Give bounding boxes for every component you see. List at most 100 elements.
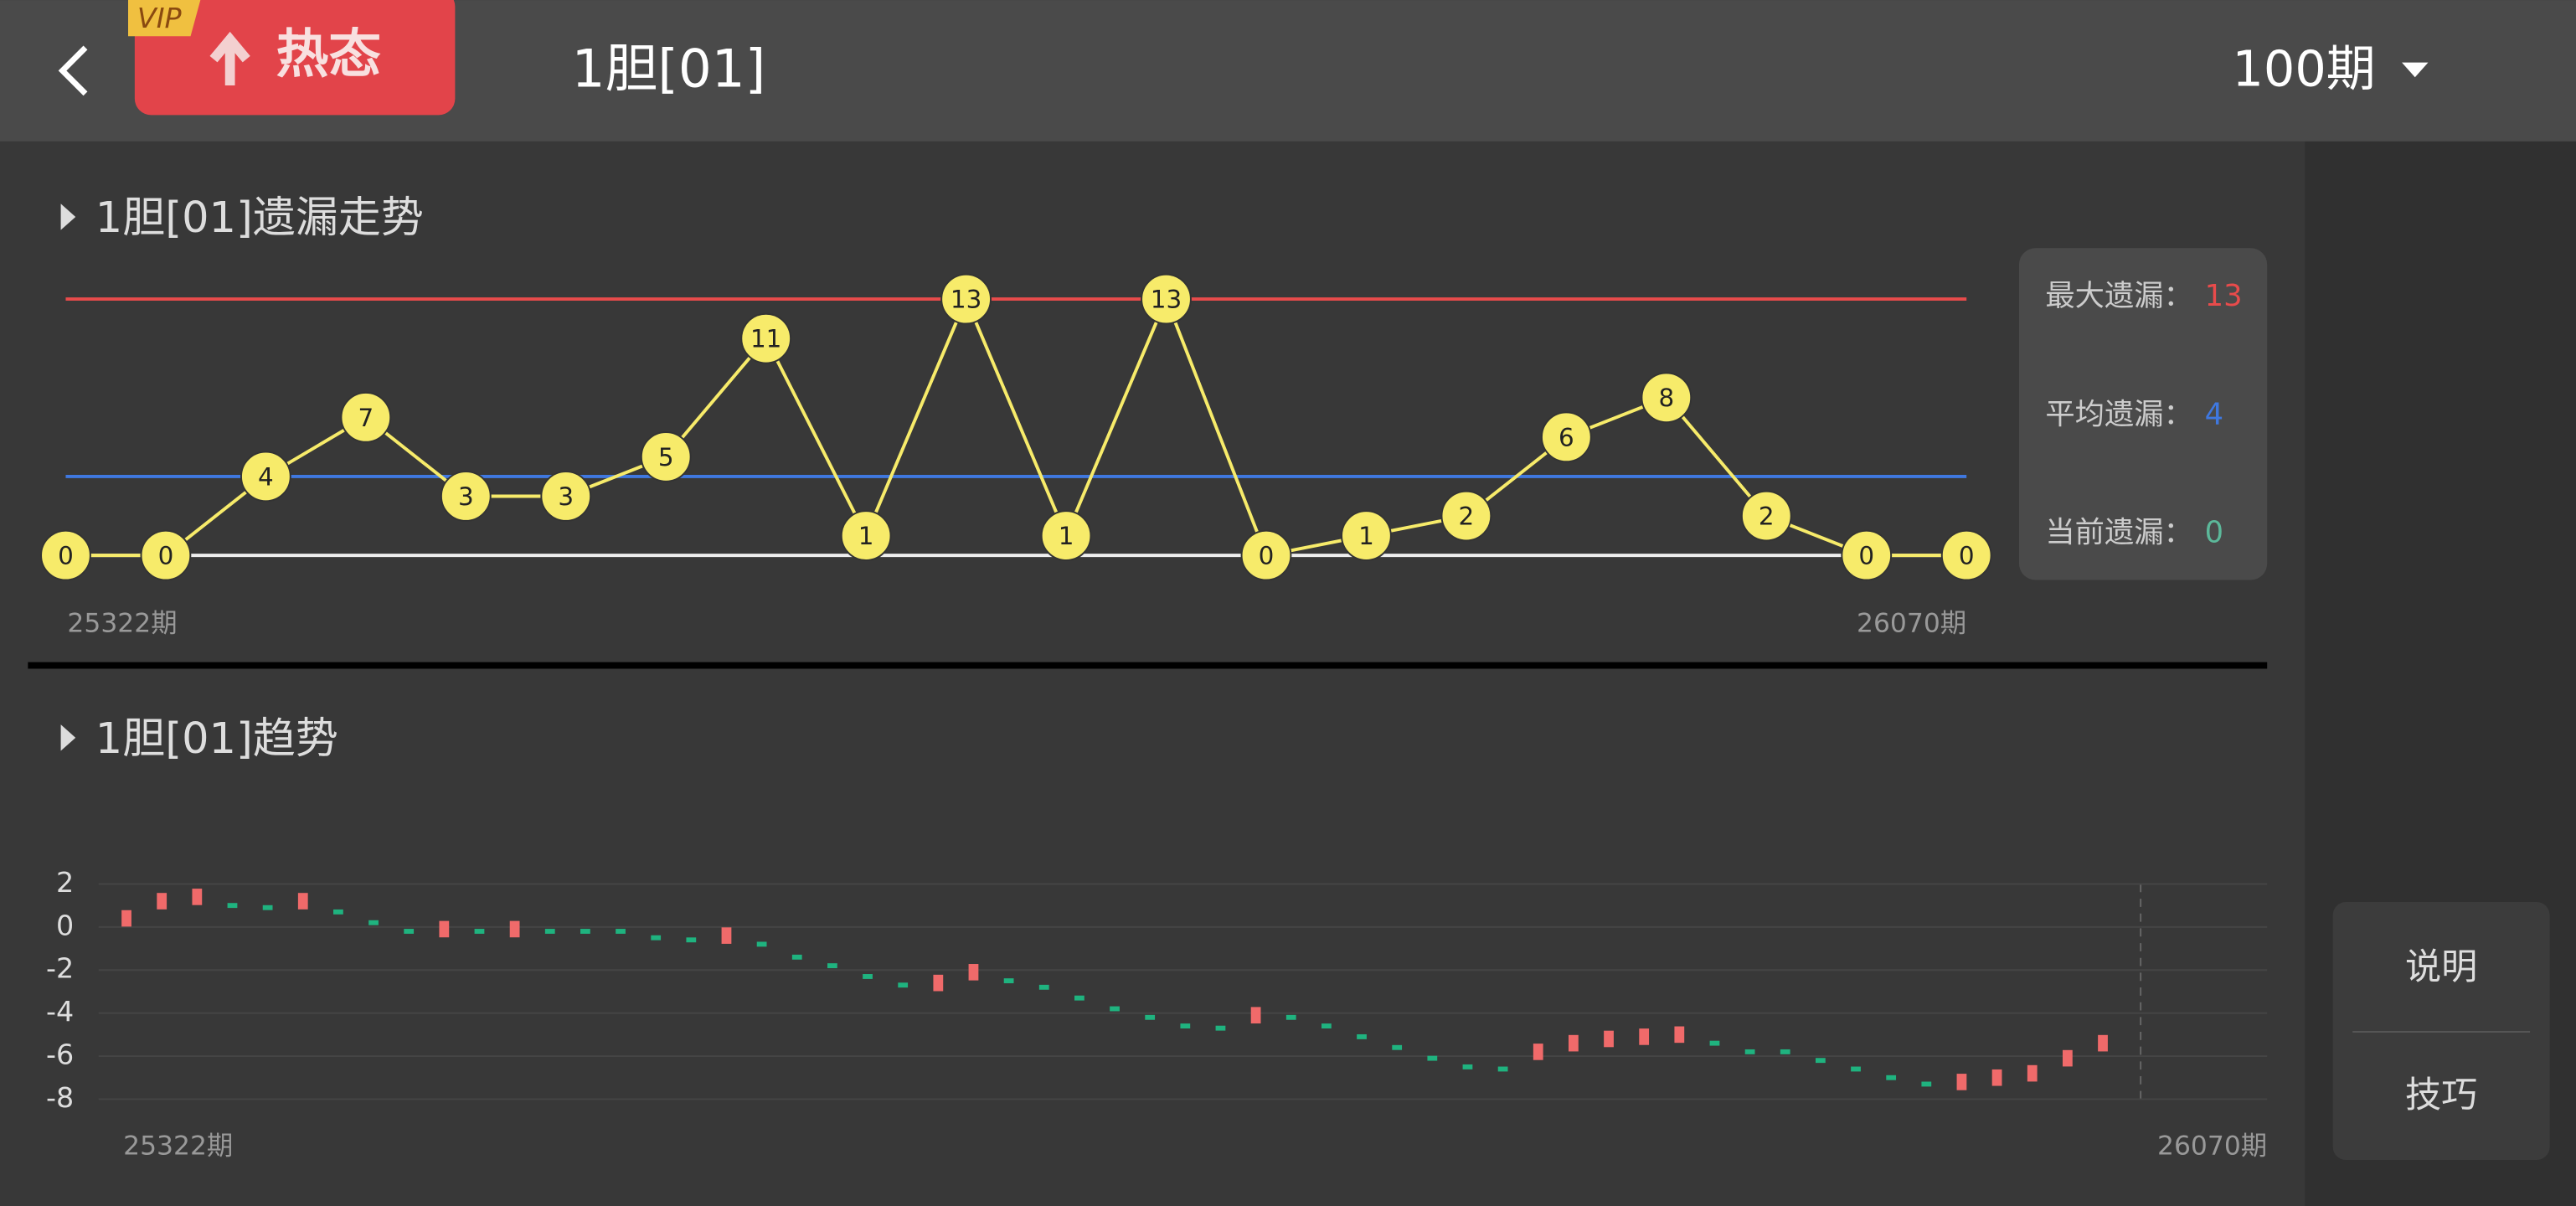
- y-tick-label: 0: [56, 909, 74, 941]
- down-mark: [791, 954, 802, 960]
- down-mark: [1462, 1064, 1473, 1069]
- down-mark: [1110, 1006, 1120, 1012]
- stat-label: 最大遗漏：: [2045, 279, 2193, 313]
- up-mark: [297, 893, 308, 910]
- point-label: 0: [58, 542, 74, 570]
- y-tick-label: -4: [46, 995, 74, 1028]
- point: [1240, 529, 1292, 581]
- point: [1841, 529, 1893, 581]
- up-arrow: [209, 31, 250, 86]
- down-mark: [580, 929, 590, 934]
- up-mark: [1533, 1044, 1543, 1060]
- down-mark: [262, 904, 273, 910]
- point: [940, 273, 992, 325]
- stat-value: 4: [2205, 397, 2223, 431]
- section-marker: [60, 204, 76, 230]
- stats-box: [2018, 248, 2268, 580]
- point-label: 3: [558, 482, 574, 511]
- point: [1940, 529, 1992, 581]
- down-mark: [227, 903, 238, 909]
- down-mark: [616, 929, 626, 934]
- explain-button[interactable]: 说明: [2405, 946, 2477, 988]
- point-label: 1: [858, 522, 874, 550]
- tips-button[interactable]: 技巧: [2405, 1075, 2477, 1116]
- point: [340, 391, 392, 443]
- up-mark: [157, 893, 167, 910]
- down-mark: [1427, 1055, 1438, 1061]
- up-mark: [968, 964, 979, 981]
- dropdown-arrow[interactable]: [2402, 62, 2429, 78]
- point-label: 0: [1959, 542, 1975, 570]
- point: [1540, 411, 1592, 463]
- point-label: 5: [658, 443, 674, 472]
- vip-tag: [128, 0, 201, 37]
- divider: [28, 662, 2268, 669]
- up-mark: [1604, 1030, 1614, 1048]
- point: [1641, 372, 1692, 424]
- y-tick-label: -2: [46, 952, 74, 985]
- point-label: 0: [158, 542, 174, 570]
- point: [40, 529, 91, 581]
- down-mark: [1392, 1044, 1403, 1050]
- x-label: 25322期: [123, 1131, 233, 1161]
- up-mark: [721, 927, 732, 944]
- point: [440, 471, 492, 522]
- down-mark: [1709, 1040, 1720, 1046]
- section-title: 1胆[01]遗漏走势: [95, 193, 424, 243]
- point-label: 8: [1658, 384, 1674, 412]
- y-tick-label: -8: [46, 1081, 74, 1114]
- down-mark: [651, 935, 662, 941]
- point: [1341, 510, 1392, 561]
- down-mark: [1321, 1023, 1332, 1029]
- up-mark: [2062, 1049, 2073, 1067]
- section-marker: [60, 724, 76, 751]
- hot-badge[interactable]: [134, 0, 456, 116]
- up-mark: [1991, 1069, 2002, 1086]
- down-mark: [404, 929, 415, 934]
- down-mark: [474, 929, 485, 934]
- up-mark: [1250, 1007, 1261, 1024]
- y-tick-label: -6: [46, 1038, 74, 1071]
- point-label: 3: [458, 482, 474, 511]
- down-mark: [1215, 1025, 1226, 1031]
- point-label: 13: [951, 286, 981, 314]
- page-title: 1胆[01]: [572, 38, 766, 99]
- point: [1040, 510, 1092, 561]
- down-mark: [333, 909, 343, 915]
- stat-value: 13: [2205, 279, 2243, 313]
- down-mark: [1780, 1049, 1790, 1054]
- y-tick-label: 2: [56, 866, 74, 899]
- up-mark: [121, 910, 131, 927]
- x-label: 25322期: [67, 609, 177, 639]
- down-mark: [1074, 995, 1084, 1001]
- down-mark: [544, 929, 555, 934]
- down-mark: [1886, 1075, 1897, 1080]
- down-mark: [1815, 1058, 1826, 1064]
- back-button[interactable]: [58, 45, 88, 96]
- stat-value: 0: [2205, 516, 2223, 550]
- point-label: 2: [1759, 502, 1775, 530]
- point-label: 0: [1858, 542, 1874, 570]
- x-label: 26070期: [2157, 1131, 2267, 1161]
- down-mark: [1497, 1066, 1508, 1072]
- down-mark: [1003, 978, 1014, 984]
- point: [240, 451, 291, 502]
- down-mark: [827, 963, 837, 969]
- point: [740, 312, 792, 364]
- up-mark: [2098, 1034, 2108, 1052]
- down-mark: [1851, 1066, 1861, 1072]
- down-mark: [1180, 1023, 1191, 1029]
- point-label: 4: [258, 462, 274, 491]
- point-label: 6: [1558, 423, 1574, 451]
- hot-text: 热态: [276, 23, 382, 85]
- down-mark: [1145, 1014, 1156, 1020]
- point-label: 11: [750, 325, 781, 353]
- down-mark: [686, 937, 697, 943]
- period-selector[interactable]: 100期: [2232, 39, 2375, 97]
- down-mark: [863, 974, 873, 979]
- down-mark: [1357, 1033, 1367, 1039]
- x-label: 26070期: [1857, 609, 1966, 639]
